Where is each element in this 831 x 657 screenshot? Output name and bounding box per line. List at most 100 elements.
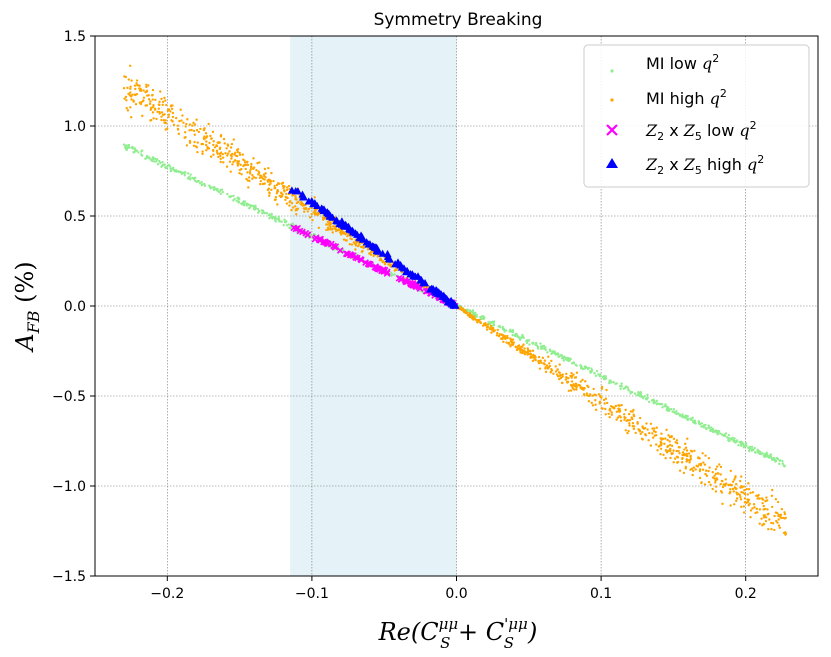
data-point xyxy=(680,461,684,464)
data-point xyxy=(685,417,688,420)
data-point xyxy=(195,128,199,132)
data-point xyxy=(739,479,742,483)
data-point xyxy=(345,224,354,233)
data-point xyxy=(604,397,608,400)
data-point xyxy=(558,371,561,374)
data-point xyxy=(475,315,478,318)
data-point xyxy=(287,186,296,194)
data-point xyxy=(191,124,194,127)
data-point xyxy=(222,137,226,141)
data-point xyxy=(201,142,205,146)
data-point xyxy=(449,301,458,309)
data-point xyxy=(762,504,765,508)
data-point xyxy=(651,436,655,439)
data-point xyxy=(228,195,231,198)
data-point xyxy=(565,372,568,376)
data-point xyxy=(175,116,178,120)
data-point xyxy=(748,445,752,449)
data-point xyxy=(615,418,618,421)
data-point xyxy=(624,408,627,412)
data-point xyxy=(507,342,510,345)
data-point xyxy=(317,226,321,229)
data-point xyxy=(739,498,743,501)
data-point xyxy=(212,143,215,147)
data-point xyxy=(569,389,573,392)
data-point xyxy=(689,457,693,461)
data-point xyxy=(659,440,662,444)
data-point xyxy=(738,440,741,444)
data-point xyxy=(208,184,211,187)
data-point xyxy=(657,445,660,448)
data-point xyxy=(228,150,231,153)
data-point xyxy=(633,392,637,395)
y-tick-label: 0.0 xyxy=(64,299,86,315)
data-point xyxy=(226,152,230,155)
data-point xyxy=(753,446,756,450)
data-point xyxy=(684,465,688,469)
data-point xyxy=(691,473,694,477)
data-point xyxy=(252,167,255,170)
data-point xyxy=(678,446,681,449)
data-point xyxy=(777,514,780,518)
data-point xyxy=(369,253,373,256)
data-point xyxy=(681,456,684,460)
data-point xyxy=(776,511,779,515)
data-point xyxy=(600,406,603,410)
y-tick-label: −1.5 xyxy=(52,569,86,585)
data-point xyxy=(639,432,642,436)
data-point xyxy=(176,127,180,131)
data-point xyxy=(774,460,777,463)
data-point xyxy=(740,475,743,478)
data-point xyxy=(221,152,225,156)
data-point xyxy=(437,290,446,298)
data-point xyxy=(623,418,626,421)
data-point xyxy=(197,179,200,183)
data-point xyxy=(504,337,507,340)
data-point xyxy=(656,402,660,405)
data-point xyxy=(203,184,207,188)
legend-marker-mi-high xyxy=(610,98,614,102)
data-point xyxy=(632,427,636,431)
data-point xyxy=(624,385,628,389)
data-point xyxy=(634,431,637,435)
data-point xyxy=(553,350,556,353)
data-point xyxy=(235,148,239,152)
data-point xyxy=(773,528,776,532)
data-point xyxy=(380,267,387,275)
data-point xyxy=(724,478,727,481)
data-point xyxy=(328,213,337,221)
data-point xyxy=(597,373,600,376)
data-point xyxy=(510,330,513,333)
data-point xyxy=(707,480,711,484)
data-point xyxy=(719,482,722,486)
data-point xyxy=(636,393,639,397)
data-point xyxy=(708,466,711,469)
data-point xyxy=(652,401,656,405)
data-point xyxy=(715,465,719,468)
data-point xyxy=(751,491,755,494)
data-point xyxy=(215,189,219,192)
data-point xyxy=(201,183,204,186)
data-point xyxy=(505,341,508,344)
data-point xyxy=(231,163,234,166)
data-point xyxy=(352,241,356,244)
data-point xyxy=(259,182,262,186)
data-point xyxy=(678,451,681,455)
data-point xyxy=(781,459,784,463)
data-point xyxy=(675,455,679,458)
data-point xyxy=(215,144,219,148)
data-point xyxy=(536,347,540,350)
data-point xyxy=(367,261,374,268)
data-point xyxy=(567,376,570,380)
data-point xyxy=(203,182,206,186)
data-point xyxy=(133,93,137,96)
data-point xyxy=(261,212,264,215)
data-point xyxy=(768,518,771,521)
data-point xyxy=(574,382,578,385)
data-point xyxy=(637,428,640,431)
data-point xyxy=(747,487,751,491)
legend-label-z2z5-high: Z2 x Z5 high q2 xyxy=(645,153,764,177)
data-point xyxy=(128,64,132,68)
data-point xyxy=(659,447,663,450)
data-point xyxy=(189,173,192,176)
